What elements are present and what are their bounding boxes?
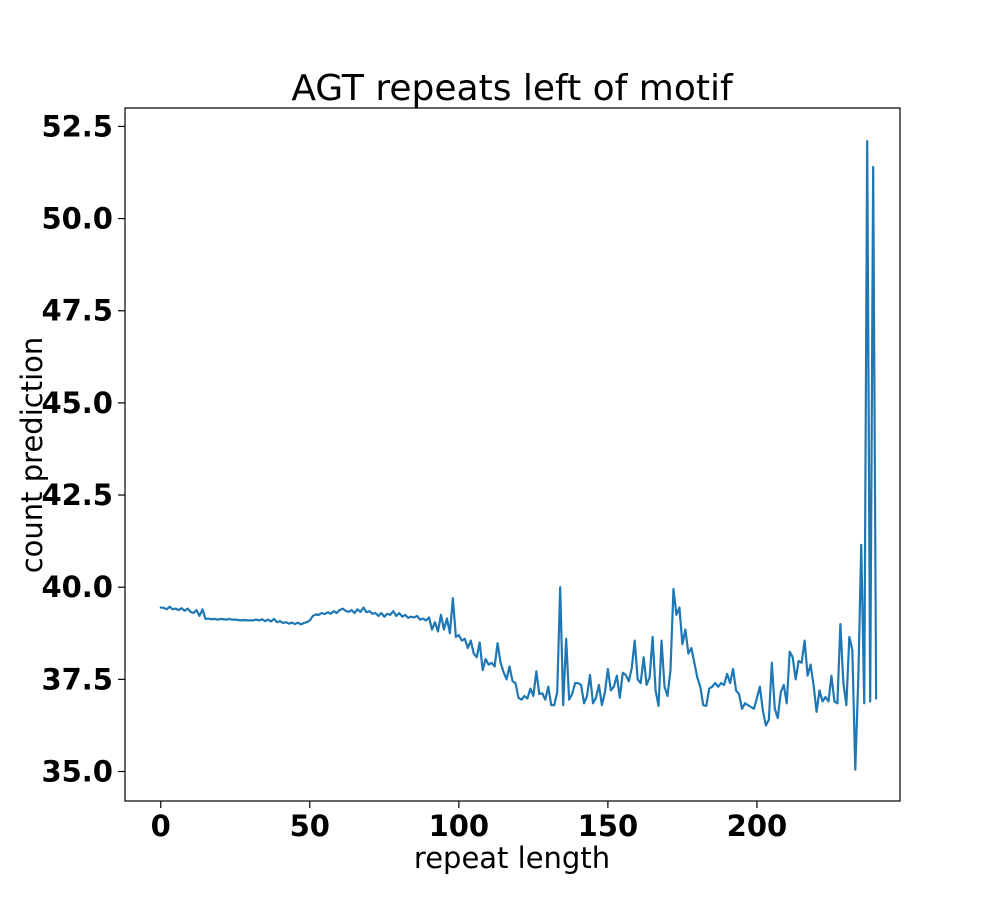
y-axis: 35.0 37.5 40.0 42.5 45.0 47.5 50.0 52.5 [41, 109, 125, 789]
y-axis-label: count prediction [15, 337, 49, 574]
plot-area [159, 140, 878, 771]
x-tick-label: 0 [151, 809, 171, 843]
y-tick-label: 52.5 [41, 109, 113, 143]
x-tick-label: 100 [429, 809, 490, 843]
x-tick-label: 50 [290, 809, 330, 843]
x-axis-label: repeat length [414, 841, 610, 875]
plot-frame [124, 107, 901, 802]
y-tick-label: 45.0 [41, 386, 113, 420]
y-tick-label: 35.0 [41, 755, 113, 789]
y-tick-label: 40.0 [41, 570, 113, 604]
series-line-0 [159, 140, 878, 771]
x-tick-label: 150 [578, 809, 639, 843]
y-tick-label: 50.0 [41, 202, 113, 236]
chart-title: AGT repeats left of motif [291, 68, 734, 109]
x-axis: 0 50 100 150 200 [151, 801, 788, 843]
y-tick-label: 37.5 [41, 662, 113, 696]
x-tick-label: 200 [727, 809, 788, 843]
y-tick-label: 42.5 [41, 478, 113, 512]
y-tick-label: 47.5 [41, 294, 113, 328]
